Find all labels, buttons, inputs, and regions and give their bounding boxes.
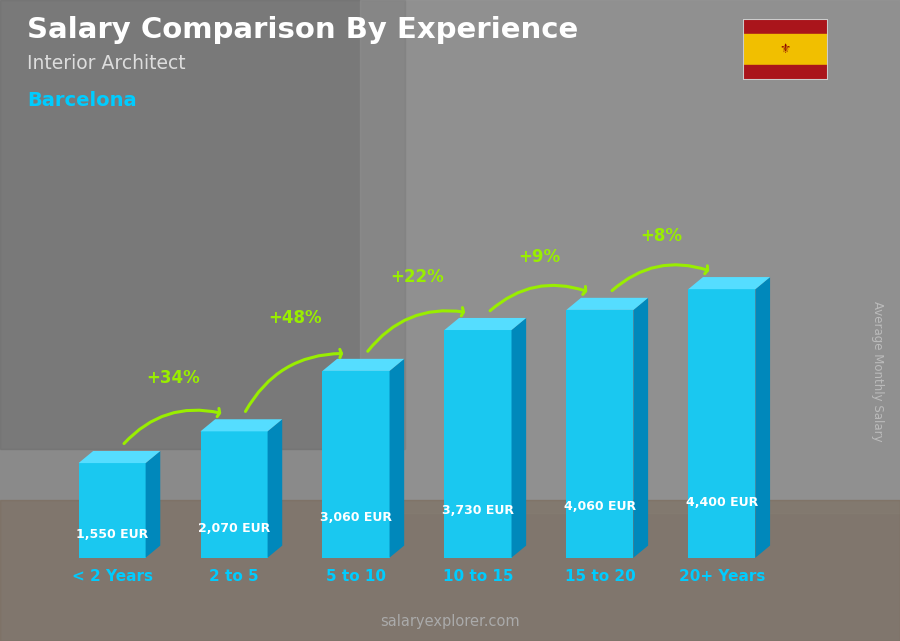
Bar: [0, 0, 405, 449]
Polygon shape: [445, 318, 526, 330]
Bar: [322, 371, 390, 558]
Text: Interior Architect: Interior Architect: [27, 54, 185, 74]
Text: Barcelona: Barcelona: [27, 91, 137, 110]
Polygon shape: [511, 318, 526, 558]
Text: 3,730 EUR: 3,730 EUR: [442, 504, 514, 517]
Text: 4,400 EUR: 4,400 EUR: [686, 496, 758, 510]
Text: 4,060 EUR: 4,060 EUR: [564, 500, 636, 513]
Text: 3,060 EUR: 3,060 EUR: [320, 511, 392, 524]
Bar: [742, 19, 828, 35]
Polygon shape: [390, 359, 404, 558]
Text: +9%: +9%: [518, 247, 560, 265]
Polygon shape: [267, 419, 283, 558]
Text: +8%: +8%: [640, 227, 682, 245]
Polygon shape: [755, 277, 770, 558]
Polygon shape: [78, 451, 160, 463]
Bar: [445, 330, 511, 558]
Polygon shape: [322, 359, 404, 371]
Bar: [78, 463, 146, 558]
Bar: [566, 310, 634, 558]
Bar: [742, 65, 828, 80]
Bar: [360, 0, 900, 513]
Text: +48%: +48%: [268, 308, 322, 327]
Bar: [0, 500, 900, 641]
Text: ⚜: ⚜: [779, 43, 791, 56]
Text: 2,070 EUR: 2,070 EUR: [198, 522, 270, 535]
Text: 1,550 EUR: 1,550 EUR: [76, 528, 148, 540]
Polygon shape: [634, 298, 648, 558]
Polygon shape: [688, 277, 770, 289]
Polygon shape: [146, 451, 160, 558]
Text: salaryexplorer.com: salaryexplorer.com: [380, 615, 520, 629]
Polygon shape: [201, 419, 283, 431]
Text: Salary Comparison By Experience: Salary Comparison By Experience: [27, 16, 578, 44]
Text: Average Monthly Salary: Average Monthly Salary: [871, 301, 884, 442]
Bar: [742, 35, 828, 65]
Bar: [688, 289, 755, 558]
Polygon shape: [566, 298, 648, 310]
Text: +34%: +34%: [146, 369, 200, 387]
Bar: [201, 431, 267, 558]
Text: +22%: +22%: [390, 268, 444, 286]
